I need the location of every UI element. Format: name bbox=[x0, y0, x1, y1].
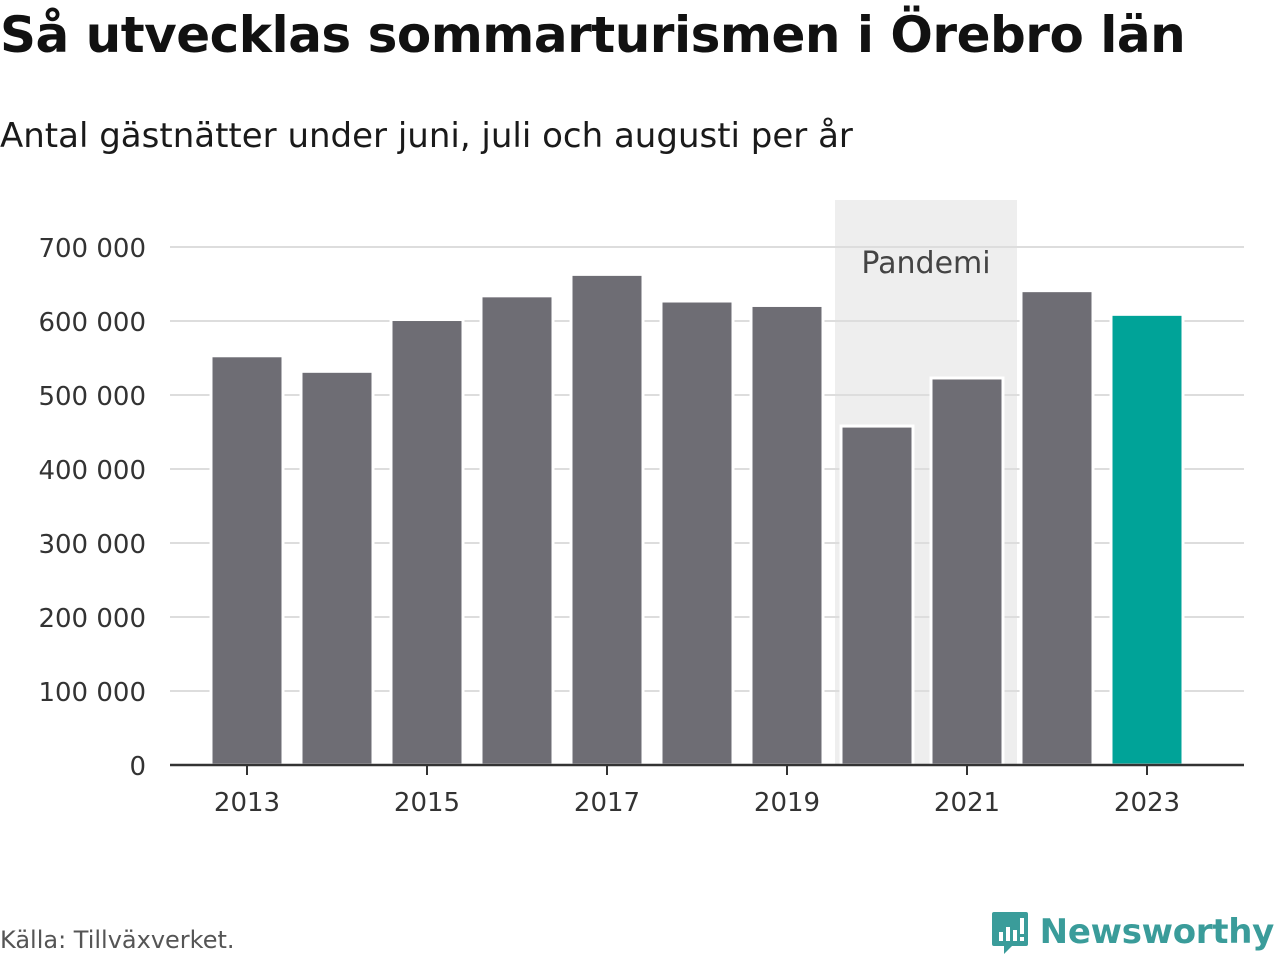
y-tick-label: 700 000 bbox=[38, 234, 146, 264]
y-tick-label: 400 000 bbox=[38, 456, 146, 486]
bar-2015 bbox=[389, 318, 465, 767]
y-tick-label: 300 000 bbox=[38, 530, 146, 560]
x-tick-label: 2015 bbox=[394, 788, 460, 818]
newsworthy-logo-icon bbox=[991, 912, 1028, 954]
brand-name: Newsworthy bbox=[1039, 912, 1275, 952]
source-note: Källa: Tillväxverket. bbox=[0, 926, 235, 954]
x-tick-label: 2017 bbox=[574, 788, 640, 818]
y-tick-label: 500 000 bbox=[38, 382, 146, 412]
y-tick-label: 600 000 bbox=[38, 308, 146, 338]
brand-logo[interactable]: Newsworthy bbox=[990, 908, 1274, 956]
pandemic-label: Pandemi bbox=[861, 246, 990, 281]
y-tick-label: 100 000 bbox=[38, 678, 146, 708]
x-tick-label: 2023 bbox=[1114, 788, 1180, 818]
bar-2022 bbox=[1019, 289, 1095, 767]
chart-subtitle: Antal gästnätter under juni, juli och au… bbox=[0, 116, 853, 156]
bar-2020 bbox=[839, 424, 915, 767]
x-tick-label: 2021 bbox=[934, 788, 1000, 818]
bar-2013 bbox=[209, 354, 285, 767]
chart-title: Så utvecklas sommarturismen i Örebro län bbox=[0, 6, 1186, 64]
bar-2014 bbox=[299, 369, 375, 767]
bar-2019 bbox=[749, 303, 825, 767]
bar-2016 bbox=[479, 294, 555, 767]
y-tick-label: 200 000 bbox=[38, 604, 146, 634]
x-tick-label: 2019 bbox=[754, 788, 820, 818]
bar-2023 bbox=[1109, 312, 1185, 767]
x-tick-label: 2013 bbox=[214, 788, 280, 818]
bar-2021 bbox=[929, 376, 1005, 767]
bar-2018 bbox=[659, 299, 735, 767]
bar-2017 bbox=[569, 272, 645, 767]
y-tick-label: 0 bbox=[129, 752, 146, 782]
